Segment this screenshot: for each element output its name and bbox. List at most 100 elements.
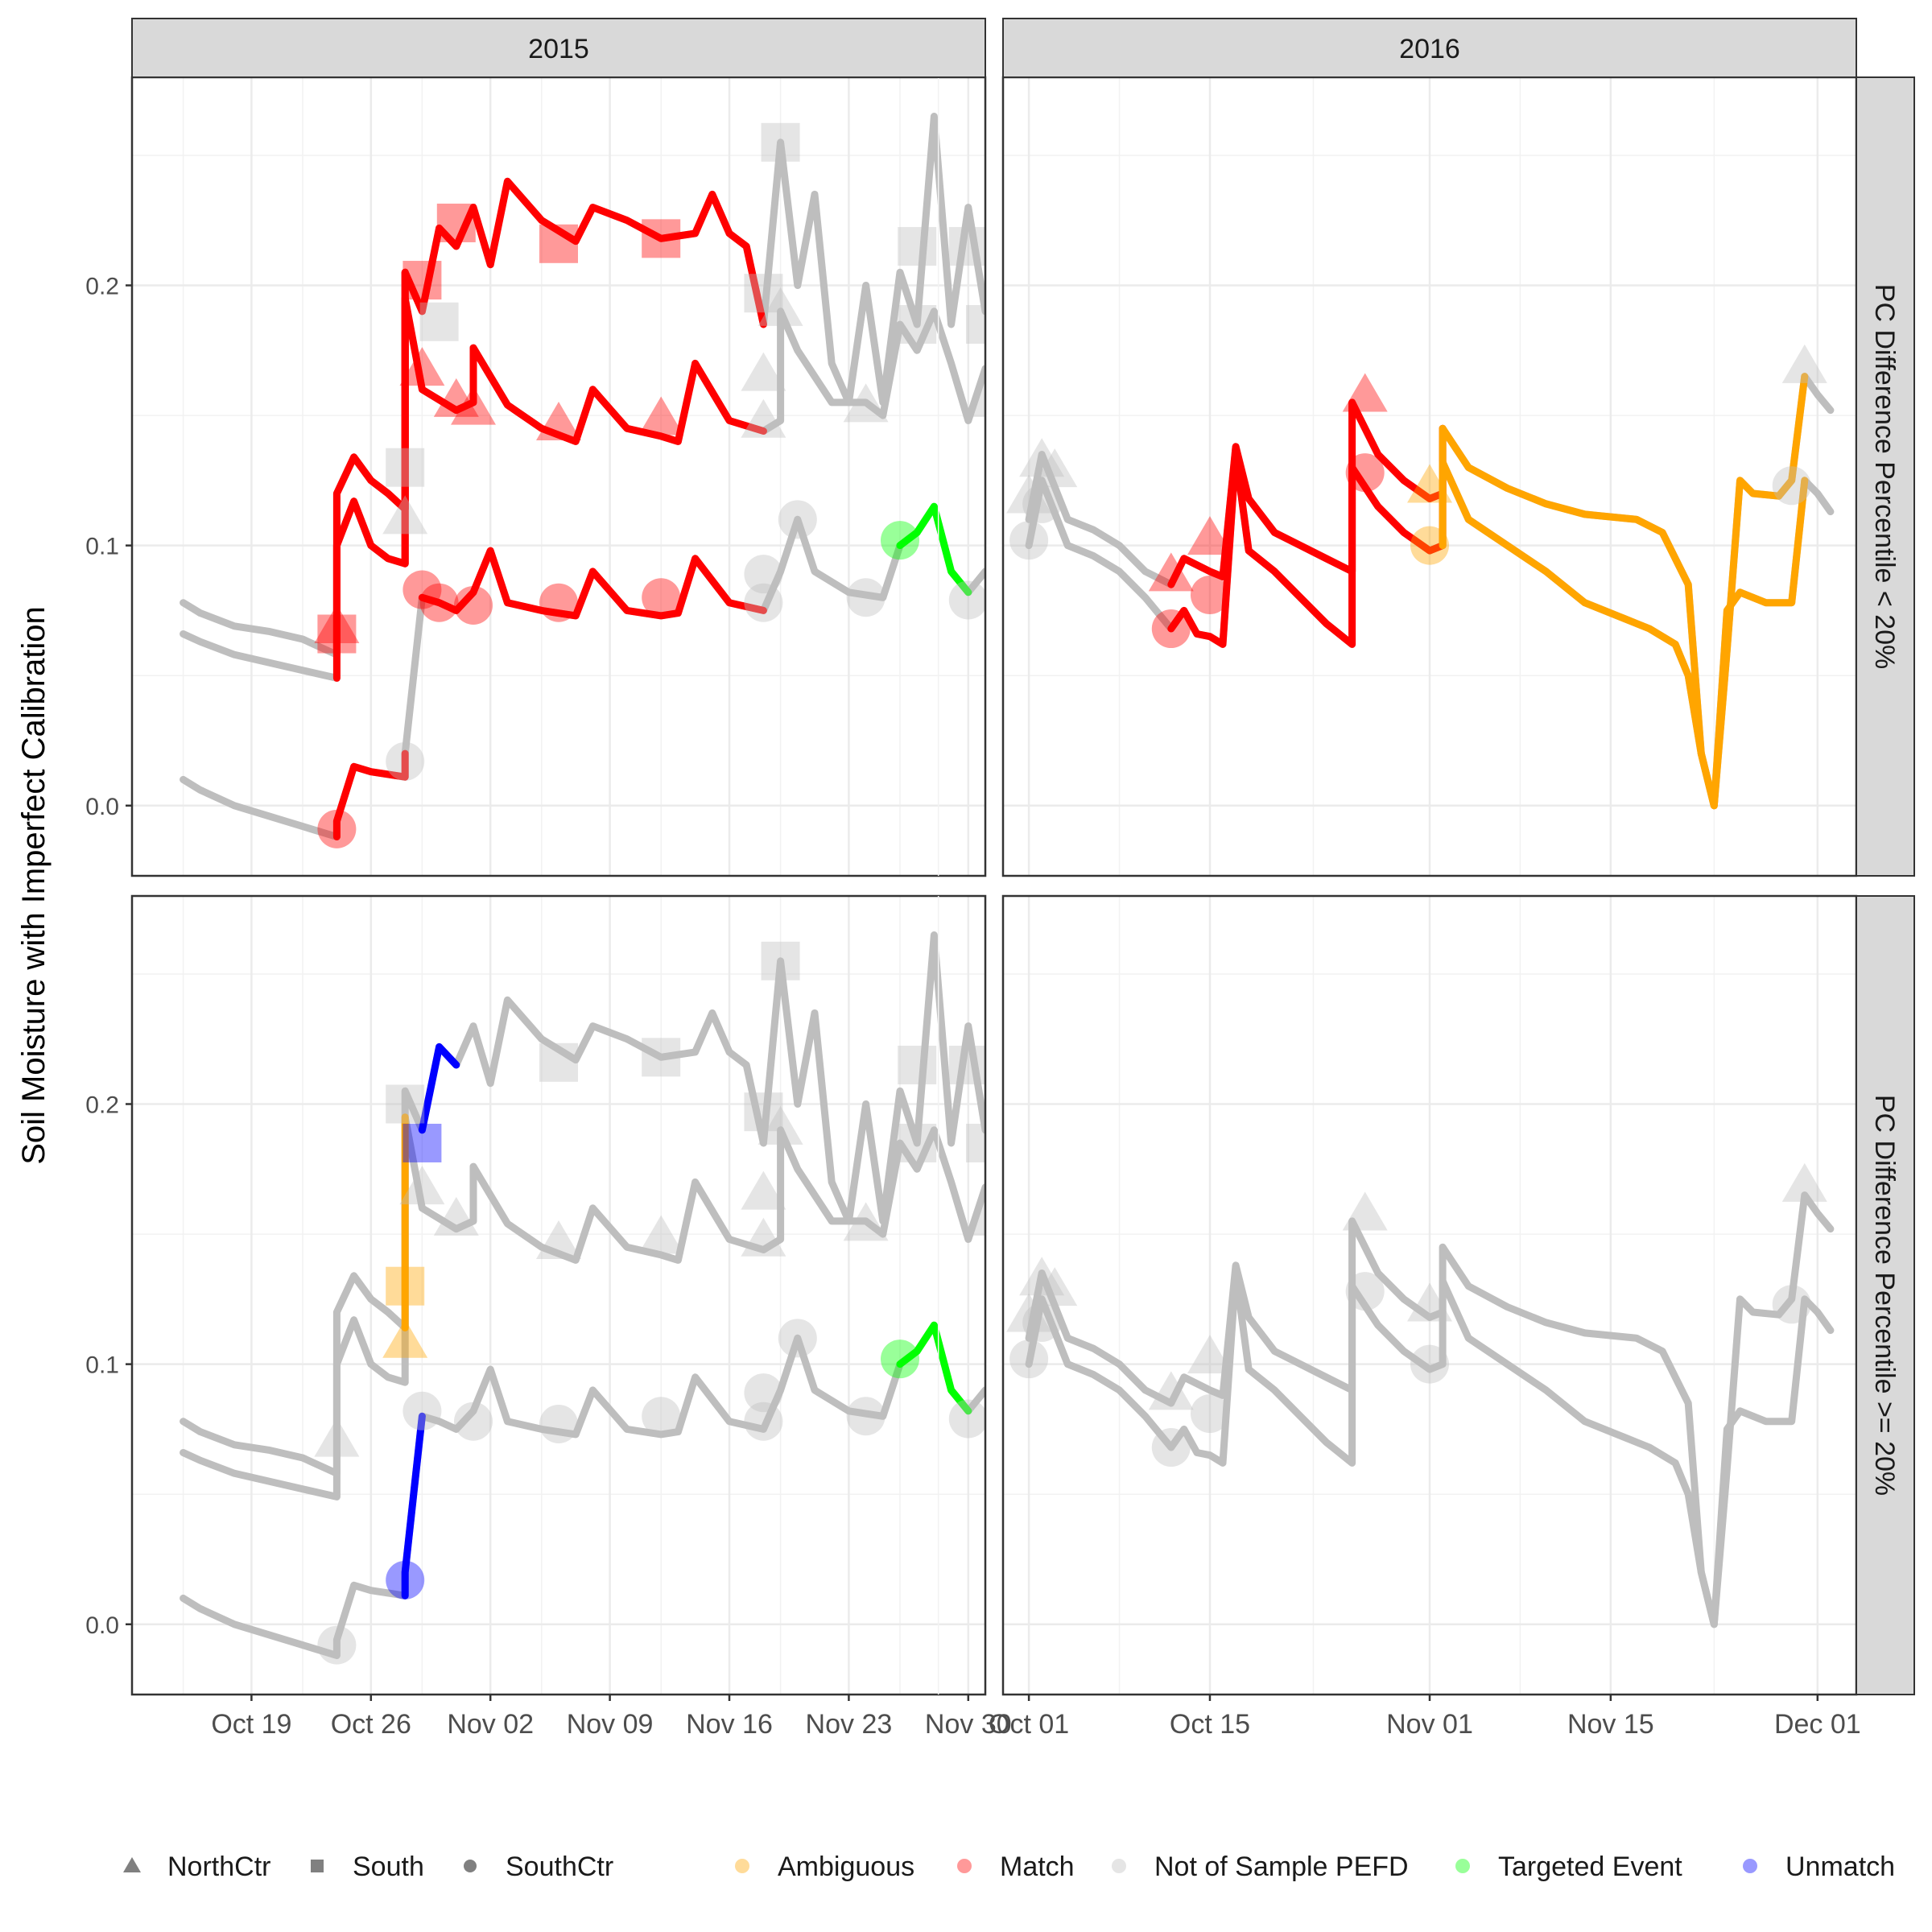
- row-strip-bottom: [1856, 895, 1915, 1695]
- marker-circle: [642, 1397, 681, 1436]
- marker-square: [317, 614, 357, 654]
- legend-key-circle: [1455, 1859, 1470, 1873]
- marker-triangle: [741, 398, 786, 438]
- series-line-SouthCtr: [1025, 1269, 1835, 1629]
- highlight-NorthCtr-ambiguous: [1439, 373, 1809, 810]
- marker-triangle: [1148, 552, 1194, 592]
- marker-triangle: [758, 1105, 803, 1145]
- marker-square: [642, 219, 681, 258]
- panel-2015-bottom: [130, 894, 987, 1696]
- legend-key-square: [311, 1860, 324, 1872]
- x-tick-label: Oct 15: [1170, 1709, 1250, 1740]
- marker-circle: [778, 1319, 817, 1358]
- legend-label: NorthCtr: [167, 1852, 270, 1882]
- marker-triangle: [741, 1170, 786, 1210]
- panel-background: [132, 77, 985, 876]
- x-tick-label: Nov 30: [925, 1709, 1012, 1740]
- series-line-SouthCtr: [180, 1321, 985, 1659]
- row-strip-top-label: PC Difference Percentile < 20%: [1869, 284, 1900, 669]
- marker-circle: [402, 570, 442, 609]
- marker-square: [539, 224, 578, 263]
- marker-triangle: [1342, 1191, 1388, 1231]
- marker-circle: [1772, 466, 1811, 506]
- panel-2015-top: [130, 76, 987, 877]
- y-tick-label: 0.0: [85, 794, 119, 820]
- marker-triangle: [382, 495, 428, 535]
- x-tick-label: Oct 19: [211, 1709, 291, 1740]
- marker-circle: [539, 1404, 578, 1443]
- y-tick-label: 0.1: [85, 1352, 119, 1379]
- col-strip-2015: [131, 18, 986, 78]
- marker-square: [744, 1092, 783, 1132]
- legend-label: South: [353, 1852, 424, 1882]
- marker-circle: [402, 1391, 442, 1430]
- legend-label: Match: [1000, 1852, 1075, 1882]
- panel-border: [130, 894, 987, 1696]
- legend-label: SouthCtr: [506, 1852, 613, 1882]
- marker-triangle: [1342, 373, 1388, 412]
- marker-triangle: [1019, 1257, 1065, 1296]
- legend-item-southctr: SouthCtr: [464, 1852, 613, 1882]
- legend-item-south: South: [311, 1852, 424, 1882]
- marker-triangle: [741, 352, 786, 391]
- marker-circle: [948, 580, 985, 620]
- col-strip-2015-label: 2015: [528, 34, 589, 64]
- marker-triangle: [314, 1418, 360, 1457]
- x-tick-label: Nov 23: [806, 1709, 893, 1740]
- marker-circle: [881, 1340, 919, 1379]
- marker-triangle: [1187, 1335, 1232, 1374]
- marker-circle: [1022, 484, 1062, 523]
- marker-square: [898, 304, 937, 344]
- row-strip-top: [1856, 76, 1915, 877]
- marker-square: [642, 1038, 681, 1077]
- marker-triangle: [843, 383, 889, 423]
- marker-triangle: [1407, 464, 1452, 503]
- row-strip-bottom-label: PC Difference Percentile >= 20%: [1869, 1095, 1900, 1496]
- marker-square: [966, 304, 985, 344]
- panel-data: [1006, 344, 1835, 810]
- legend-item-not-of-sample-pefd: Not of Sample PEFD: [1112, 1852, 1409, 1882]
- legend-item-ambiguous: Ambiguous: [735, 1852, 914, 1882]
- marker-square: [898, 227, 937, 266]
- marker-circle: [642, 578, 681, 617]
- marker-triangle: [638, 396, 684, 436]
- y-tick-label: 0.2: [85, 274, 119, 300]
- marker-circle: [386, 741, 425, 781]
- marker-triangle: [433, 378, 479, 417]
- marker-circle: [419, 583, 459, 622]
- y-tick-label: 0.1: [85, 534, 119, 560]
- highlight-SouthCtr-targeted-event: [896, 1321, 972, 1415]
- legend-key-circle: [735, 1859, 749, 1873]
- marker-circle: [454, 585, 493, 625]
- marker-square: [539, 1042, 578, 1082]
- marker-square: [898, 1123, 937, 1162]
- marker-circle: [1022, 1302, 1062, 1342]
- highlight-South-unmatch: [418, 1042, 460, 1134]
- marker-square: [761, 122, 800, 162]
- x-tick-label: Dec 01: [1774, 1709, 1861, 1740]
- marker-circle: [744, 1373, 783, 1413]
- marker-square: [966, 1123, 985, 1162]
- highlight-SouthCtr-match: [418, 547, 767, 620]
- legend-item-northctr: NorthCtr: [123, 1852, 270, 1882]
- highlight-SouthCtr-match: [332, 749, 409, 840]
- facet-panels: [130, 76, 1858, 1696]
- legend-item-unmatch: Unmatch: [1743, 1852, 1895, 1882]
- marker-square: [948, 1046, 985, 1085]
- marker-circle: [1151, 1428, 1191, 1468]
- marker-triangle: [963, 378, 985, 417]
- legend-label: Ambiguous: [778, 1852, 914, 1882]
- marker-circle: [1009, 521, 1049, 560]
- marker-circle: [1151, 609, 1191, 649]
- y-tick-label: 0.2: [85, 1092, 119, 1119]
- marker-square: [402, 261, 442, 300]
- legend-item-match: Match: [957, 1852, 1075, 1882]
- highlight-SouthCtr-ambiguous: [1439, 458, 1809, 810]
- marker-triangle: [451, 386, 496, 425]
- marker-circle: [846, 1397, 886, 1436]
- marker-circle: [317, 1625, 357, 1665]
- marker-square: [402, 1123, 442, 1162]
- marker-triangle: [1032, 448, 1078, 488]
- marker-circle: [317, 809, 357, 848]
